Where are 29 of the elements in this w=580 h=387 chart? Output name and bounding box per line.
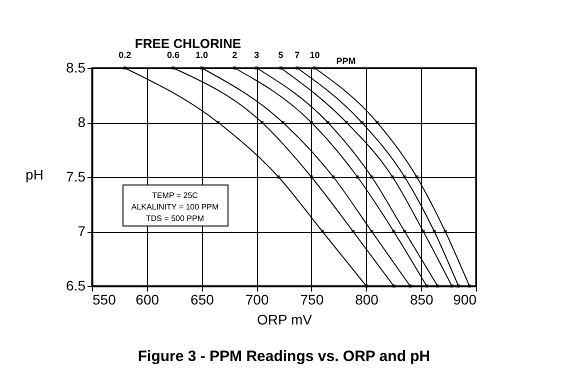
text: PPM: [336, 56, 356, 66]
y-axis-title: pH: [26, 166, 44, 182]
y-tick-label: 8.5: [66, 60, 86, 76]
x-tick-label: 900: [453, 292, 477, 308]
series-label: 1.0: [195, 50, 208, 60]
series-label: 0.2: [118, 50, 132, 60]
x-tick-label: 650: [190, 292, 214, 308]
y-tick-label: 8: [78, 114, 86, 130]
series-label: 10: [310, 50, 320, 60]
x-axis-title: ORP mV: [257, 312, 313, 328]
x-tick-label: 750: [300, 292, 324, 308]
y-tick-label: 7.5: [66, 168, 86, 184]
text: FREE CHLORINE: [134, 36, 242, 51]
series-label: 2: [232, 50, 238, 60]
x-tick-label: 600: [136, 292, 160, 308]
x-tick-label: 850: [410, 292, 434, 308]
x-tick-label: 700: [245, 292, 269, 308]
text: Figure 3 - PPM Readings vs. ORP and pH: [138, 348, 430, 365]
series-label: 3: [254, 50, 260, 60]
x-tick-label: 550: [92, 292, 116, 308]
series-label: 7: [294, 50, 300, 60]
y-tick-label: 6.5: [66, 278, 86, 294]
series-label: 5: [278, 50, 284, 60]
y-tick-label: 7: [78, 223, 86, 239]
annotation: TEMP = 25C: [152, 191, 198, 200]
annotation: TDS = 500 PPM: [146, 214, 204, 223]
annotation: ALKALINITY = 100 PPM: [131, 202, 219, 212]
series-label: 0.6: [166, 50, 180, 60]
x-tick-label: 800: [355, 292, 379, 308]
